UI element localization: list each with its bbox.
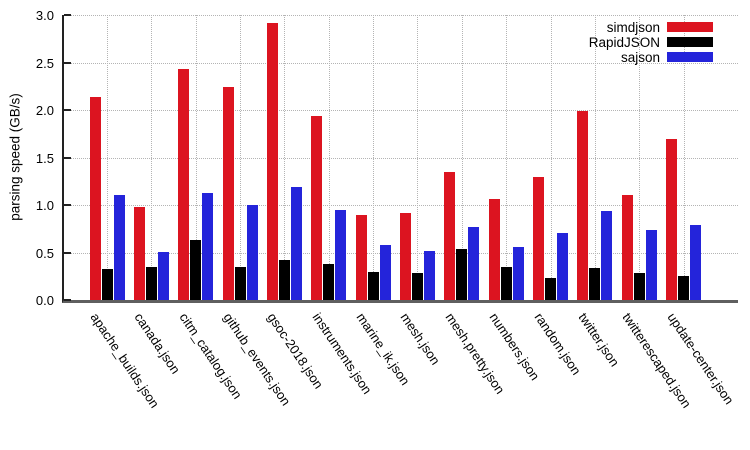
bar-rapidjson <box>633 273 645 300</box>
bar-sajson <box>202 192 214 300</box>
bar-rapidjson <box>367 272 379 300</box>
x-tick-label: mesh.json <box>398 310 444 368</box>
gridline-vertical <box>417 15 419 300</box>
legend: simdjson RapidJSON sajson <box>588 19 713 65</box>
gridline-vertical <box>373 15 375 300</box>
y-tick-label: 3.0 <box>35 8 54 23</box>
legend-item-sajson: sajson <box>589 49 713 65</box>
legend-swatch <box>667 52 713 62</box>
y-tick-label: 1.0 <box>35 198 54 213</box>
gridline-vertical <box>284 15 286 300</box>
bar-rapidjson <box>323 263 335 300</box>
bar-simdjson <box>399 212 411 300</box>
gridline-vertical <box>550 15 552 300</box>
gridline-vertical <box>639 15 641 300</box>
gridline-horizontal <box>64 15 738 16</box>
legend-swatch <box>667 37 713 47</box>
gridline-horizontal <box>64 205 738 206</box>
gridline-vertical <box>506 15 508 300</box>
gridline-vertical <box>461 15 463 300</box>
bar-simdjson <box>666 139 678 300</box>
bar-rapidjson <box>101 268 113 300</box>
bar-sajson <box>290 186 302 300</box>
bar-sajson <box>557 232 568 300</box>
bar-simdjson <box>621 194 633 300</box>
gridline-vertical <box>107 15 108 300</box>
bar-simdjson <box>178 69 190 300</box>
legend-swatch <box>667 22 713 32</box>
bar-rapidjson <box>190 240 202 300</box>
bar-sajson <box>157 251 169 300</box>
bar-simdjson <box>311 115 323 300</box>
legend-label: simdjson <box>606 19 660 35</box>
x-tick-label: canada.json <box>131 310 184 377</box>
y-tick-mark <box>64 156 71 159</box>
gridline-vertical <box>151 15 153 300</box>
bar-sajson <box>113 194 125 300</box>
bar-sajson <box>423 250 435 300</box>
gridline-vertical <box>195 15 197 300</box>
y-tick-mark <box>64 61 71 64</box>
gridline-vertical <box>328 15 330 300</box>
legend-item-rapidjson: RapidJSON <box>588 34 713 50</box>
y-tick-label: 0.5 <box>35 245 54 261</box>
gridline-horizontal <box>64 157 738 159</box>
bar-sajson <box>379 244 391 300</box>
bar-sajson <box>335 209 347 300</box>
bar-sajson <box>645 229 657 300</box>
bar-simdjson <box>488 199 500 300</box>
y-tick-label: 2.0 <box>35 103 54 118</box>
bar-rapidjson <box>278 260 290 300</box>
y-tick-mark <box>64 14 71 16</box>
y-tick-label: 1.5 <box>35 150 54 166</box>
bar-simdjson <box>355 215 367 300</box>
x-tick-label: random.json <box>531 310 584 378</box>
bar-simdjson <box>577 110 589 300</box>
bar-simdjson <box>444 171 456 300</box>
bar-rapidjson <box>589 267 601 300</box>
legend-label: sajson <box>620 49 660 65</box>
y-tick-label: 2.5 <box>35 55 54 71</box>
bar-sajson <box>601 210 613 300</box>
bar-simdjson <box>266 22 278 300</box>
y-tick-label: 0.0 <box>35 293 54 308</box>
bar-rapidjson <box>145 266 157 300</box>
gridline-vertical <box>594 15 596 300</box>
y-tick-mark <box>64 299 71 301</box>
bar-simdjson <box>89 96 101 300</box>
bar-sajson <box>246 205 258 300</box>
bar-rapidjson <box>678 276 690 300</box>
gridline-vertical <box>683 15 685 300</box>
bar-rapidjson <box>500 266 512 300</box>
gridline-horizontal <box>64 62 738 64</box>
gridline-horizontal <box>64 110 738 111</box>
bar-rapidjson <box>456 248 468 300</box>
bar-simdjson <box>222 87 234 300</box>
bar-rapidjson <box>234 266 246 300</box>
bar-sajson <box>512 246 524 300</box>
bar-sajson <box>468 226 480 300</box>
y-tick-mark <box>64 251 71 254</box>
bar-sajson <box>690 224 702 300</box>
plot-area <box>62 14 738 303</box>
bar-rapidjson <box>545 278 556 300</box>
gridline-vertical <box>240 15 242 300</box>
x-tick-label: twitter.json <box>575 310 623 370</box>
bar-rapidjson <box>411 273 423 300</box>
legend-label: RapidJSON <box>588 34 660 50</box>
bar-simdjson <box>133 206 145 300</box>
legend-item-simdjson: simdjson <box>589 19 713 35</box>
bar-simdjson <box>533 176 544 300</box>
y-tick-mark <box>64 109 71 111</box>
y-tick-mark <box>64 204 71 206</box>
